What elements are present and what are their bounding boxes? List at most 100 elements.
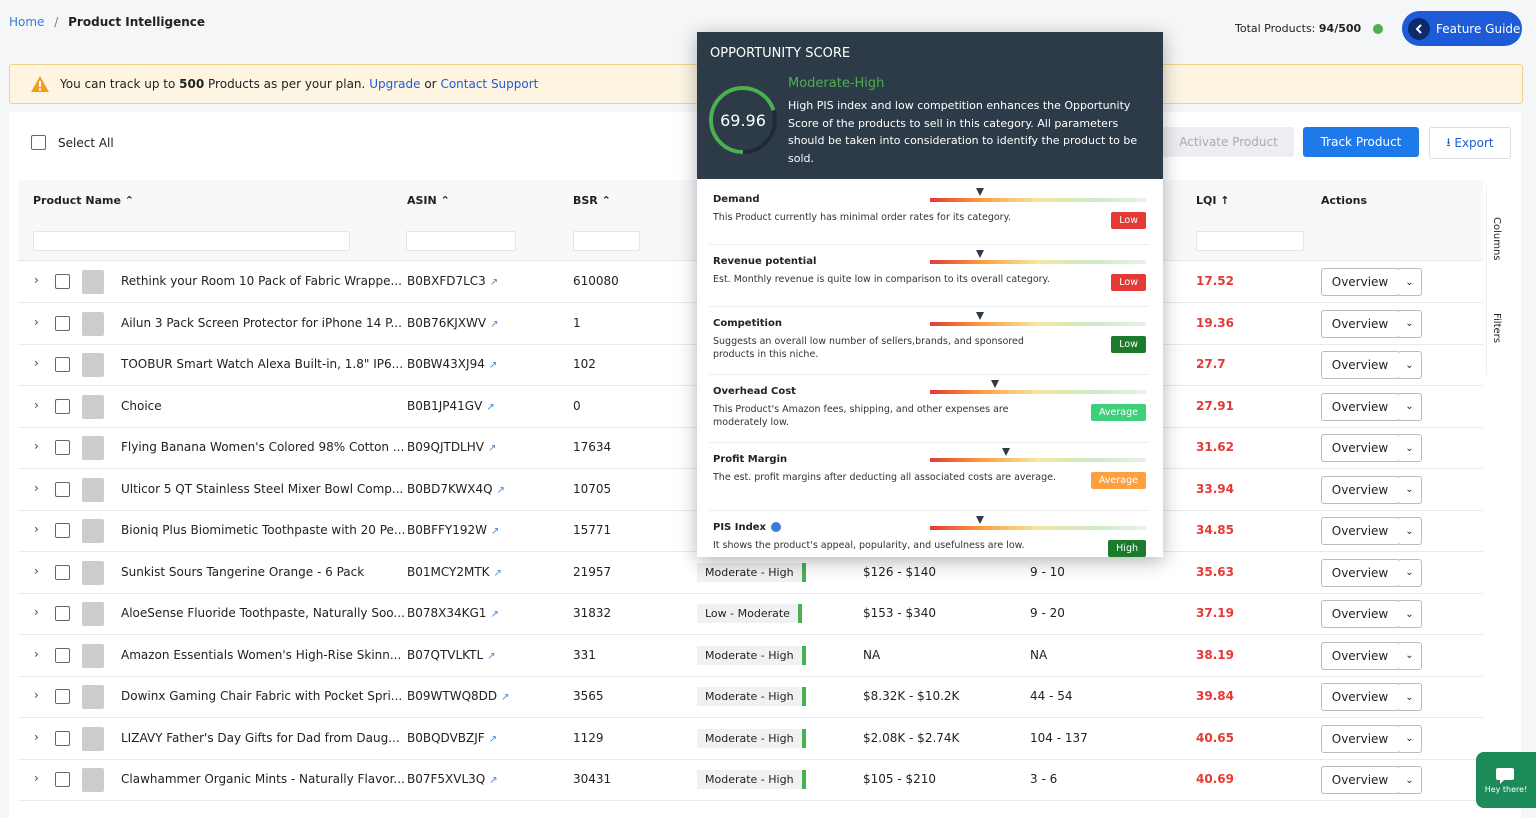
row-checkbox[interactable] xyxy=(55,398,70,414)
external-link-icon[interactable]: ↗ xyxy=(501,692,510,703)
row-checkbox[interactable] xyxy=(55,689,70,704)
row-checkbox[interactable] xyxy=(55,440,70,455)
overview-button[interactable]: Overview xyxy=(1321,517,1399,545)
track-button[interactable]: Track Product xyxy=(1303,127,1419,157)
overview-button[interactable]: Overview xyxy=(1321,309,1399,338)
dropdown-button[interactable]: ⌄ xyxy=(1398,683,1422,711)
row-checkbox[interactable] xyxy=(55,523,70,538)
overview-button[interactable]: Overview xyxy=(1321,641,1399,670)
export-button[interactable]: ⭳ Export xyxy=(1429,127,1511,159)
product-name[interactable]: LIZAVY Father's Day Gifts for Dad from D… xyxy=(121,730,400,745)
product-name[interactable]: AloeSense Fluoride Toothpaste, Naturally… xyxy=(121,606,405,620)
dropdown-button[interactable]: ⌄ xyxy=(1398,268,1422,296)
row-checkbox[interactable] xyxy=(55,315,70,331)
filter-input[interactable] xyxy=(33,231,350,251)
expand-arrow[interactable]: › xyxy=(34,646,39,661)
row-checkbox[interactable] xyxy=(55,772,70,787)
dropdown-button[interactable]: ⌄ xyxy=(1398,309,1422,338)
expand-arrow[interactable]: › xyxy=(34,605,39,619)
expand-arrow[interactable]: › xyxy=(34,771,39,785)
product-name[interactable]: Ailun 3 Pack Screen Protector for iPhone… xyxy=(121,315,402,330)
external-link-icon[interactable]: ↗ xyxy=(489,277,499,288)
overview-button[interactable]: Overview xyxy=(1321,475,1399,504)
external-link-icon[interactable]: ↗ xyxy=(491,526,500,537)
dropdown-button[interactable]: ⌄ xyxy=(1398,641,1422,670)
filters-tab[interactable]: Filters xyxy=(1491,313,1502,343)
overview-button[interactable]: Overview xyxy=(1321,351,1399,379)
row-checkbox[interactable] xyxy=(55,481,70,497)
overview-button[interactable]: Overview xyxy=(1321,392,1399,421)
row-checkbox[interactable] xyxy=(55,357,70,372)
expand-arrow[interactable]: › xyxy=(34,314,39,329)
expand-arrow[interactable]: › xyxy=(34,563,39,578)
overview-button[interactable]: Overview xyxy=(1321,724,1399,753)
product-name[interactable]: Ulticor 5 QT Stainless Steel Mixer Bowl … xyxy=(121,481,404,496)
dropdown-button[interactable]: ⌄ xyxy=(1398,558,1422,587)
columns-tab[interactable]: Columns xyxy=(1491,217,1502,261)
info-icon[interactable] xyxy=(1372,24,1383,34)
expand-arrow[interactable]: › xyxy=(34,356,39,370)
column-header[interactable]: ASIN ⌃ xyxy=(407,194,450,207)
expand-arrow[interactable]: › xyxy=(34,439,39,453)
dropdown-button[interactable]: ⌄ xyxy=(1398,517,1422,545)
external-link-icon[interactable]: ↗ xyxy=(488,733,498,745)
dropdown-button[interactable]: ⌄ xyxy=(1398,392,1422,421)
product-name[interactable]: TOOBUR Smart Watch Alexa Built-in, 1.8" … xyxy=(121,357,404,371)
external-link-icon[interactable]: ↗ xyxy=(487,443,497,454)
param-name: Demand xyxy=(713,194,760,205)
external-link-icon[interactable]: ↗ xyxy=(486,401,495,413)
filter-input[interactable] xyxy=(573,231,640,251)
overview-button[interactable]: Overview xyxy=(1321,268,1399,296)
product-name[interactable]: Dowinx Gaming Chair Fabric with Pocket S… xyxy=(121,689,403,703)
dropdown-button[interactable]: ⌄ xyxy=(1398,766,1422,794)
external-link-icon[interactable]: ↗ xyxy=(487,650,496,662)
breadcrumb-home[interactable]: Home xyxy=(9,15,45,29)
filter-input[interactable] xyxy=(406,231,516,251)
column-header[interactable]: Product Name ⌃ xyxy=(33,194,134,207)
product-name[interactable]: Bioniq Plus Biomimetic Toothpaste with 2… xyxy=(121,523,406,537)
upgrade-link[interactable]: Upgrade xyxy=(369,77,421,91)
chat-widget[interactable]: Hey there! xyxy=(1476,752,1536,808)
expand-arrow[interactable]: › xyxy=(34,522,39,536)
row-checkbox[interactable] xyxy=(55,647,70,663)
overview-button[interactable]: Overview xyxy=(1321,766,1399,794)
expand-arrow[interactable]: › xyxy=(34,273,39,287)
product-name[interactable]: Amazon Essentials Women's High-Rise Skin… xyxy=(121,647,402,662)
external-link-icon[interactable]: ↗ xyxy=(496,484,505,496)
expand-arrow[interactable]: › xyxy=(34,729,39,744)
overview-button[interactable]: Overview xyxy=(1321,558,1399,587)
row-checkbox[interactable] xyxy=(55,606,70,621)
expand-arrow[interactable]: › xyxy=(34,480,39,495)
external-link-icon[interactable]: ↗ xyxy=(488,360,498,371)
row-checkbox[interactable] xyxy=(55,730,70,746)
activate-button[interactable]: Activate Product xyxy=(1163,127,1294,157)
dropdown-button[interactable]: ⌄ xyxy=(1398,434,1422,462)
overview-button[interactable]: Overview xyxy=(1321,600,1399,628)
support-link[interactable]: Contact Support xyxy=(440,77,539,91)
dropdown-button[interactable]: ⌄ xyxy=(1398,724,1422,753)
column-header[interactable]: BSR ⌃ xyxy=(573,194,611,207)
external-link-icon[interactable]: ↗ xyxy=(489,775,498,786)
overview-button[interactable]: Overview xyxy=(1321,683,1399,711)
column-header[interactable]: LQI ↑ xyxy=(1196,194,1230,207)
product-name[interactable]: Sunkist Sours Tangerine Orange - 6 Pack xyxy=(121,564,365,579)
product-name[interactable]: Clawhammer Organic Mints - Naturally Fla… xyxy=(121,772,405,786)
product-name[interactable]: Flying Banana Women's Colored 98% Cotton… xyxy=(121,440,405,454)
filter-input[interactable] xyxy=(1196,231,1304,251)
info-icon[interactable] xyxy=(770,522,781,532)
overview-button[interactable]: Overview xyxy=(1321,434,1399,462)
select-all-checkbox[interactable] xyxy=(31,135,46,150)
feature-guide-button[interactable]: Feature Guide xyxy=(1402,11,1522,46)
external-link-icon[interactable]: ↗ xyxy=(490,609,499,620)
row-checkbox[interactable] xyxy=(55,564,70,580)
external-link-icon[interactable]: ↗ xyxy=(490,318,499,330)
dropdown-button[interactable]: ⌄ xyxy=(1398,600,1422,628)
product-name[interactable]: Choice xyxy=(121,398,162,413)
expand-arrow[interactable]: › xyxy=(34,397,39,412)
dropdown-button[interactable]: ⌄ xyxy=(1398,351,1422,379)
expand-arrow[interactable]: › xyxy=(34,688,39,702)
dropdown-button[interactable]: ⌄ xyxy=(1398,475,1422,504)
external-link-icon[interactable]: ↗ xyxy=(493,567,502,579)
row-checkbox[interactable] xyxy=(55,274,70,289)
product-name[interactable]: Rethink your Room 10 Pack of Fabric Wrap… xyxy=(121,274,402,288)
